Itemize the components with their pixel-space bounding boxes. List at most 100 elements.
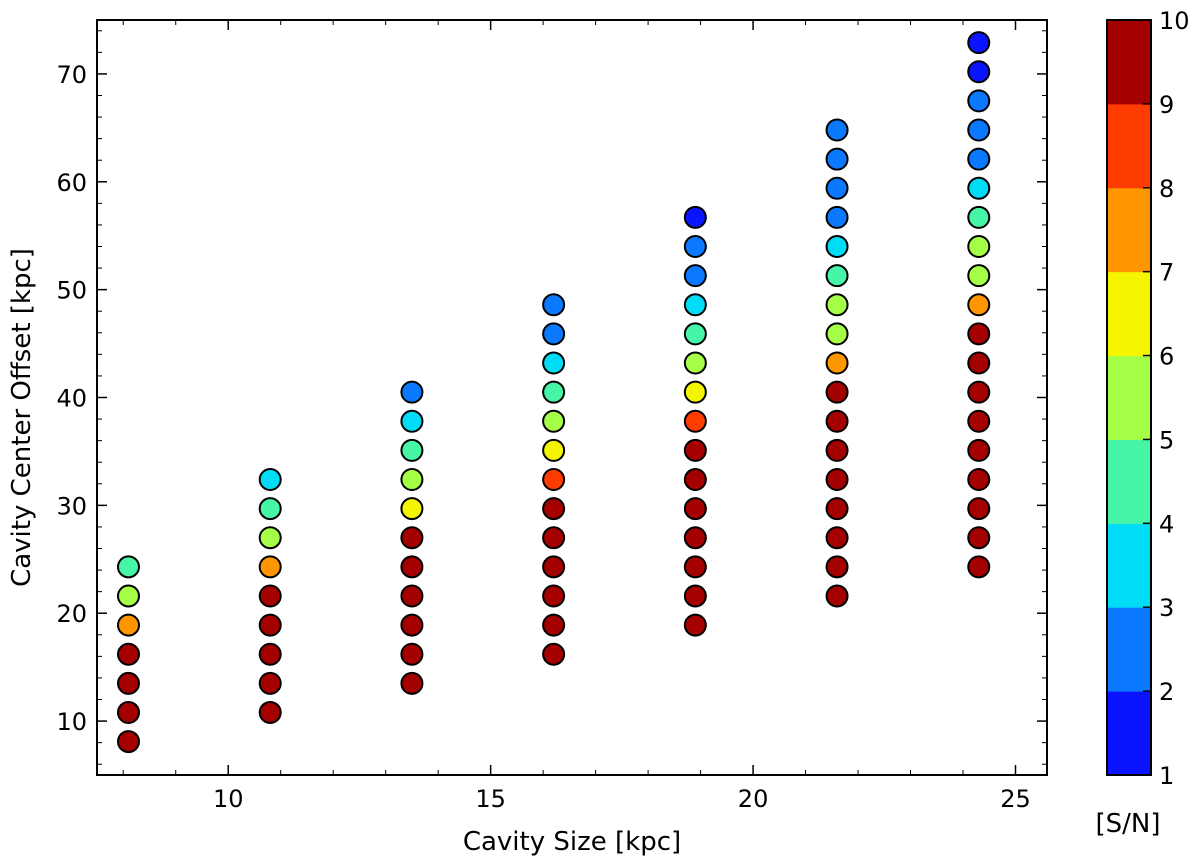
data-point [400, 497, 424, 521]
data-point [116, 671, 140, 695]
colorbar-tick-label: 7 [1159, 259, 1174, 287]
y-tick-label: 50 [56, 277, 87, 305]
data-point [116, 730, 140, 754]
data-point [116, 555, 140, 579]
colorbar-band [1107, 439, 1151, 524]
data-point [967, 176, 991, 200]
data-point [258, 555, 282, 579]
data-point [400, 555, 424, 579]
data-point [683, 497, 707, 521]
data-point [400, 584, 424, 608]
data-point [400, 409, 424, 433]
data-point [825, 264, 849, 288]
plot-background [97, 20, 1047, 775]
colorbar-tick-label: 1 [1159, 762, 1174, 790]
data-point [258, 526, 282, 550]
data-point [683, 205, 707, 229]
data-point [542, 584, 566, 608]
data-point [683, 293, 707, 317]
colorbar-band [1107, 103, 1151, 189]
data-point [116, 584, 140, 608]
data-point [825, 438, 849, 462]
data-point [542, 409, 566, 433]
data-point [683, 584, 707, 608]
data-point [400, 526, 424, 550]
data-point [825, 409, 849, 433]
colorbar-band [1107, 523, 1151, 608]
data-point [683, 380, 707, 404]
data-point [542, 293, 566, 317]
data-point [825, 380, 849, 404]
colorbar-tick-label: 6 [1159, 343, 1174, 371]
data-point [825, 176, 849, 200]
x-tick-label: 15 [475, 785, 506, 813]
data-point [825, 235, 849, 258]
data-point [116, 642, 140, 666]
colorbar-tick-label: 9 [1159, 91, 1174, 119]
data-point [542, 613, 566, 637]
data-point [683, 322, 707, 346]
data-point [683, 613, 707, 637]
data-point [400, 467, 424, 491]
colorbar-tick-label: 10 [1159, 7, 1190, 35]
data-point [967, 31, 991, 55]
colorbar-band [1107, 607, 1151, 692]
data-point [258, 497, 282, 521]
data-point [400, 380, 424, 404]
data-point [542, 351, 566, 375]
data-point [825, 322, 849, 346]
data-point [258, 613, 282, 637]
data-point [683, 467, 707, 491]
colorbar-tick-label: 2 [1159, 678, 1174, 706]
data-point [542, 467, 566, 491]
data-point [825, 467, 849, 491]
data-point [967, 89, 991, 113]
data-point [967, 438, 991, 462]
data-point [116, 700, 140, 724]
colorbar-tick-label: 8 [1159, 175, 1174, 203]
colorbar-band [1107, 187, 1151, 273]
data-point [683, 235, 707, 258]
data-point [967, 118, 991, 142]
data-point [825, 293, 849, 317]
data-point [967, 555, 991, 579]
y-axis-label: Cavity Center Offset [kpc] [7, 248, 37, 587]
data-point [258, 700, 282, 724]
colorbar-label: [S/N] [1096, 809, 1161, 839]
data-point [683, 351, 707, 375]
colorbar-tick-label: 4 [1159, 510, 1174, 538]
data-point [967, 497, 991, 521]
data-point [683, 264, 707, 288]
data-point [825, 351, 849, 375]
data-point [683, 409, 707, 433]
data-point [542, 497, 566, 521]
plot-area [97, 20, 1047, 775]
y-tick-label: 40 [56, 385, 87, 413]
data-point [825, 118, 849, 142]
y-tick-label: 20 [56, 600, 87, 628]
colorbar-frame [1106, 19, 1152, 776]
colorbar-band [1107, 271, 1151, 357]
data-point [967, 322, 991, 346]
axes: 10 15 20 25 10 20 30 40 50 60 70 [56, 19, 1048, 813]
y-tick-label: 70 [56, 61, 87, 89]
x-tick-label: 25 [1000, 785, 1031, 813]
data-point [258, 467, 282, 491]
data-point [258, 671, 282, 695]
data-point [258, 642, 282, 666]
data-point [967, 409, 991, 433]
data-point [542, 555, 566, 579]
colorbar-tick-label: 3 [1159, 594, 1174, 622]
data-point [825, 497, 849, 521]
data-point [683, 438, 707, 462]
data-point [400, 613, 424, 637]
y-tick-label: 30 [56, 492, 87, 520]
colorbar-band [1107, 355, 1151, 440]
data-point [542, 380, 566, 404]
data-point [116, 613, 140, 637]
data-point [967, 205, 991, 229]
data-point [967, 147, 991, 171]
data-point [400, 438, 424, 462]
data-point [825, 526, 849, 550]
